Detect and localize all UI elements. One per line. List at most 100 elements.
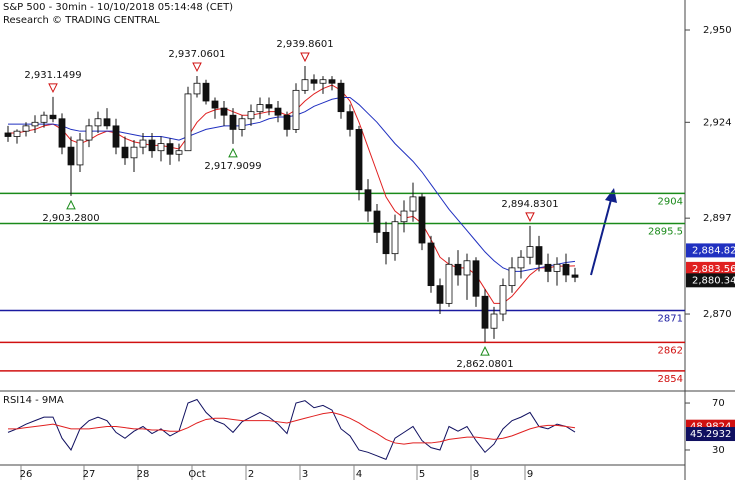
annotation-label: 2,903.2800 [42, 213, 99, 224]
value-box-label: 45.2932 [690, 429, 731, 440]
y-tick-label: 30 [712, 445, 725, 456]
x-tick-label: 28 [137, 469, 150, 480]
y-tick-label: 2,924 [703, 117, 732, 128]
candle-body [85, 125, 93, 141]
candle-body [409, 196, 417, 212]
candle-body [427, 242, 435, 287]
annotation-label: 2,894.8301 [501, 199, 558, 210]
annotation-label: 2,862.0801 [456, 359, 513, 370]
candle-body [472, 260, 480, 297]
candle-body [274, 107, 282, 116]
low-marker [228, 147, 238, 158]
candle-body [364, 189, 372, 212]
candle-body [31, 121, 39, 127]
candle-body [175, 150, 183, 155]
annotation-label: 2,937.0601 [168, 49, 225, 60]
candle-body [256, 104, 264, 113]
candle-body [184, 93, 192, 152]
x-tick-label: 3 [302, 469, 308, 480]
indicator-line [8, 411, 576, 445]
candle-body [337, 82, 345, 113]
high-marker [192, 62, 202, 73]
moving-average [8, 96, 576, 272]
candle-body [130, 146, 138, 159]
candle-body [49, 114, 57, 120]
x-tick-label: 27 [83, 469, 96, 480]
forecast-arrow [590, 195, 613, 276]
x-tick-label: 9 [527, 469, 533, 480]
high-marker [48, 83, 58, 94]
candle-body [265, 104, 273, 109]
candle-body [499, 285, 507, 315]
candle-body [13, 130, 21, 137]
candle-body [166, 143, 174, 155]
candle-body [481, 295, 489, 329]
x-tick-label: 26 [20, 469, 33, 480]
candle-body [310, 79, 318, 84]
candle-body [139, 139, 147, 148]
candle-body [535, 246, 543, 265]
y-tick-label: 70 [712, 398, 725, 409]
value-box [686, 243, 735, 258]
indicator-title: RSI14 - 9MA [3, 395, 64, 406]
candle-body [211, 100, 219, 109]
candle-body [292, 89, 300, 130]
chart-title: S&P 500 - 30min - 10/10/2018 05:14:48 (C… [3, 2, 233, 13]
annotation-label: 2,939.8601 [276, 39, 333, 50]
moving-average [8, 84, 576, 304]
candle-body [391, 221, 399, 255]
candle-body [157, 143, 165, 152]
candle-body [382, 231, 390, 255]
candle-body [193, 82, 201, 95]
candle-body [400, 210, 408, 223]
value-box [686, 261, 735, 276]
chart-subtitle: Research © TRADING CENTRAL [3, 15, 160, 26]
candle-body [202, 82, 210, 102]
x-tick-label: 5 [419, 469, 425, 480]
candle-body [562, 263, 570, 276]
x-tick-label: 4 [356, 469, 362, 480]
candle-body [454, 263, 462, 276]
candle-body [283, 114, 291, 130]
indicator-line [7, 398, 576, 461]
value-box [686, 427, 735, 442]
candle-body [4, 132, 12, 137]
candle-body [247, 111, 255, 120]
candle-body [517, 256, 525, 269]
candle-body [301, 79, 309, 91]
candle-body [229, 114, 237, 130]
high-marker [525, 212, 535, 222]
value-box-label: 2,884.82 [692, 245, 735, 256]
candle-body [58, 118, 66, 148]
candle-body [445, 263, 453, 304]
level-label: 2854 [658, 374, 683, 385]
low-marker [480, 346, 490, 356]
level-label: 2871 [658, 313, 683, 324]
forecast-arrow-head [605, 188, 617, 203]
candle-body [544, 263, 552, 272]
high-marker [300, 52, 310, 63]
y-tick-label: 2,897 [703, 213, 732, 224]
candle-body [508, 267, 516, 287]
low-marker [66, 199, 76, 210]
candle-body [148, 139, 156, 152]
candle-body [94, 118, 102, 127]
candle-body [463, 260, 471, 276]
candle-body [436, 285, 444, 304]
x-tick-label: 8 [473, 469, 479, 480]
candle-body [571, 274, 579, 278]
candle-body [319, 79, 327, 84]
x-tick-label: Oct [188, 469, 205, 480]
candle-body [328, 79, 336, 84]
level-label: 2862 [658, 345, 683, 356]
candle-body [112, 125, 120, 148]
candle-body [40, 114, 48, 123]
candle-body [22, 125, 30, 132]
candle-body [238, 118, 246, 130]
candle-body [418, 196, 426, 244]
candle-body [490, 313, 498, 329]
value-box [686, 273, 735, 288]
